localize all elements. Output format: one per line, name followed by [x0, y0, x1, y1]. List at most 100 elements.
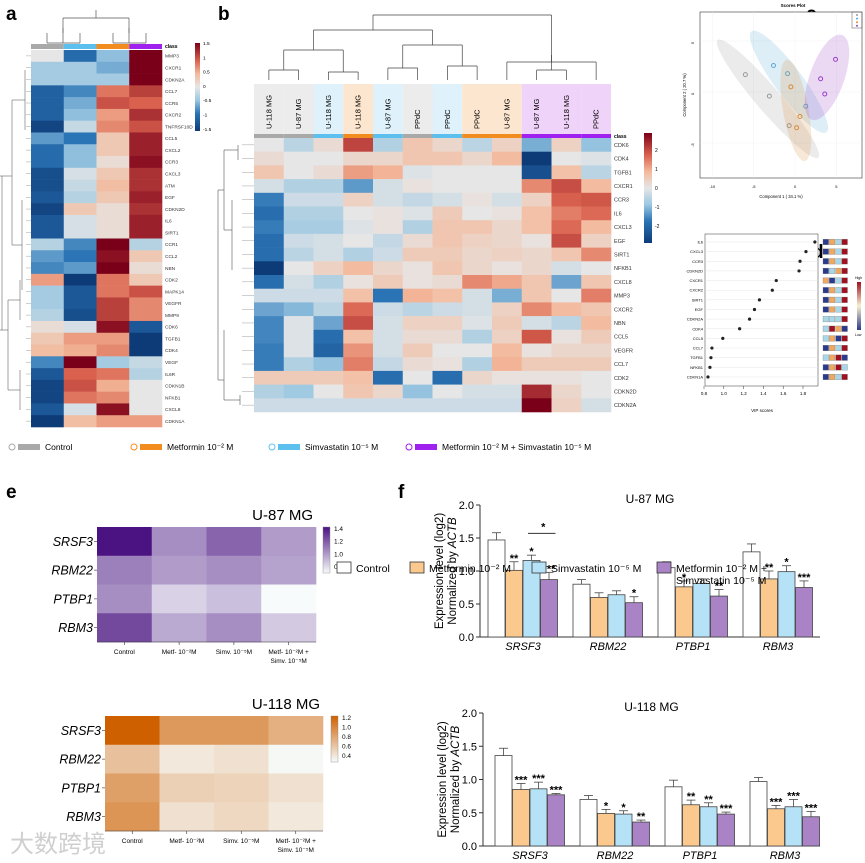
heatmap-cell	[283, 370, 314, 385]
heatmap-cell	[96, 108, 130, 121]
heatmap-cell	[63, 214, 97, 228]
heatmap-cell	[521, 398, 552, 413]
level-box	[829, 248, 836, 255]
heatmap-cell	[581, 343, 612, 358]
heatmap-cell	[581, 206, 612, 221]
heatmap-cell	[373, 384, 404, 399]
legend-label: Control	[45, 442, 73, 452]
heatmap-cell	[492, 261, 523, 276]
row-label: CDK2	[165, 278, 178, 284]
heatmap-cell	[31, 297, 65, 310]
heatmap-cell	[96, 120, 130, 133]
column-header-bg	[283, 84, 314, 134]
heatmap-cell	[268, 744, 324, 774]
legend-swatch	[18, 444, 40, 450]
heatmap-cell	[402, 288, 433, 303]
heatmap-cell	[129, 344, 163, 357]
heatmap-cell	[151, 584, 207, 614]
bar-control	[579, 799, 598, 847]
heatmap-cell	[31, 415, 65, 428]
heatmap-cell	[313, 179, 344, 194]
heatmap-cell	[31, 309, 65, 322]
row-label: VEGF	[165, 360, 178, 366]
heatmap-cell	[343, 288, 374, 303]
heatmap-cell	[129, 250, 163, 263]
level-box	[835, 248, 842, 255]
heatmap-cell	[283, 261, 314, 276]
heatmap-cell	[96, 250, 130, 263]
heatmap-cell	[492, 275, 523, 289]
category-label: SRSF3	[512, 850, 548, 862]
heatmap-cell	[214, 744, 269, 774]
data-point-control	[766, 93, 772, 99]
row-label: CCR3	[165, 160, 178, 166]
heatmap-cell	[581, 179, 612, 194]
row-label: CXCR1	[614, 184, 633, 190]
heatmap-cell	[492, 329, 523, 344]
heatmap-cell	[313, 192, 344, 207]
heatmap-cell	[521, 138, 552, 152]
heatmap-cell	[31, 368, 65, 381]
heatmap-cell	[551, 370, 582, 385]
legend-label: Metformin 10⁻² M + Simvastatin 10⁻⁵ M	[442, 442, 591, 452]
vip-point	[774, 278, 778, 283]
gene-label: CCL5	[693, 336, 704, 341]
heatmap-cell	[462, 220, 493, 235]
bar-simvastatin	[699, 806, 718, 847]
heatmap-cell	[96, 97, 130, 110]
level-box	[829, 325, 836, 332]
heatmap-cell	[492, 192, 523, 207]
heatmap-cell	[313, 357, 344, 372]
heatmap-cell	[402, 247, 433, 262]
heatmap-cell	[129, 415, 163, 428]
level-box	[835, 277, 842, 284]
heatmap-cell	[129, 73, 163, 86]
row-label: CDKN1B	[165, 384, 184, 390]
heatmap-cell	[432, 179, 463, 194]
heatmap-cell	[462, 165, 493, 180]
heatmap-cell	[214, 773, 269, 803]
gene-label: TGFB1	[690, 355, 704, 360]
heatmap-cell	[373, 151, 404, 166]
heatmap-cell	[462, 384, 493, 399]
column-label: U-87 MG	[532, 98, 541, 129]
colorbar	[195, 43, 200, 131]
level-box	[835, 325, 842, 332]
heatmap-cell	[129, 61, 163, 74]
y-axis-label-line2: Normalized by ACTB	[450, 725, 462, 833]
heatmap-cell	[63, 250, 97, 263]
y-axis-label: Expression level (log2)	[437, 721, 449, 838]
class-bar-combo	[521, 134, 552, 138]
heatmap-cell	[254, 179, 285, 194]
plot-frame	[699, 11, 863, 179]
level-box	[841, 364, 848, 371]
heatmap-cell	[96, 273, 130, 286]
heatmap-cell	[462, 233, 493, 248]
column-label: U-118 MG	[264, 95, 273, 129]
significance-stars: *	[784, 557, 789, 569]
heatmap-cell	[373, 165, 404, 180]
heatmap-cell	[343, 165, 374, 180]
class-bar-control	[31, 44, 64, 49]
category-label: RBM22	[597, 850, 634, 862]
row-label: CXCR2	[165, 113, 182, 119]
colorbar-tick: -1	[655, 205, 660, 211]
level-box	[835, 354, 842, 361]
legend-label: Simvastatin 10⁻⁵ M	[551, 563, 641, 575]
column-header-bg	[462, 84, 492, 134]
heatmap-cell	[63, 403, 97, 416]
class-bar-combo	[581, 134, 611, 138]
heatmap-cell	[96, 73, 130, 86]
category-label: RBM22	[590, 641, 627, 653]
heatmap-cell	[581, 151, 612, 166]
heatmap-cell	[96, 403, 130, 416]
heatmap-cell	[373, 357, 404, 372]
heatmap-cell	[31, 391, 65, 404]
heatmap-cell	[151, 555, 207, 585]
heatmap-cell	[343, 316, 374, 331]
heatmap-cell	[551, 233, 582, 248]
heatmap-cell	[551, 165, 582, 180]
heatmap-cell	[432, 343, 463, 358]
row-label: CXCL3	[165, 172, 181, 178]
legend-circle	[268, 443, 276, 451]
